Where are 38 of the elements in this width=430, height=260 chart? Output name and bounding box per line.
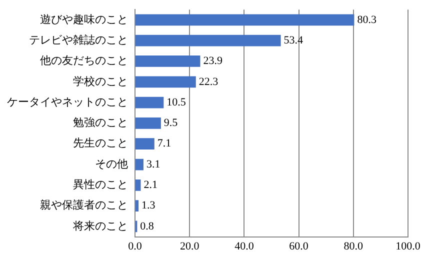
bar bbox=[136, 34, 281, 46]
bar bbox=[136, 56, 200, 67]
x-tick-label: 40.0 bbox=[234, 240, 254, 252]
y-tick-label: 異性のこと bbox=[73, 179, 128, 192]
y-tick-label: 将来のこと bbox=[72, 219, 128, 232]
y-tick-label: テレビや雑誌のこと bbox=[29, 33, 128, 46]
bar bbox=[136, 96, 164, 108]
data-label: 80.3 bbox=[357, 14, 377, 26]
bar bbox=[136, 158, 144, 170]
data-label: 10.5 bbox=[166, 96, 186, 108]
y-tick-label: ケータイやネットのこと bbox=[7, 96, 128, 108]
data-label: 22.3 bbox=[198, 76, 219, 88]
bar bbox=[136, 14, 354, 26]
data-label: 3.1 bbox=[146, 158, 160, 170]
y-tick-label: その他 bbox=[95, 158, 128, 170]
x-tick-label: 60.0 bbox=[289, 240, 309, 252]
data-label: 2.1 bbox=[144, 179, 158, 192]
x-tick-label: 20.0 bbox=[180, 240, 200, 252]
bar bbox=[136, 76, 196, 88]
bar bbox=[136, 118, 161, 129]
bar bbox=[136, 138, 154, 150]
y-tick-label: 先生のこと bbox=[73, 136, 128, 150]
data-label: 53.4 bbox=[284, 34, 304, 46]
data-label: 1.3 bbox=[142, 200, 156, 212]
x-tick-label: 100.0 bbox=[396, 240, 421, 252]
y-tick-label: 勉強のこと bbox=[73, 117, 128, 130]
y-tick-label: 学校のこと bbox=[73, 74, 128, 88]
x-tick-label: 80.0 bbox=[344, 240, 364, 252]
data-label: 23.9 bbox=[203, 55, 223, 68]
data-label: 0.8 bbox=[140, 220, 154, 232]
bar bbox=[136, 200, 139, 212]
x-tick-label: 0.0 bbox=[128, 240, 142, 252]
bar bbox=[136, 179, 141, 191]
data-label: 7.1 bbox=[157, 138, 172, 150]
data-label: 9.5 bbox=[164, 117, 178, 130]
y-tick-label: 遊びや趣味のこと bbox=[40, 12, 128, 26]
y-tick-label: 他の友だちのこと bbox=[40, 55, 128, 68]
y-tick-label: 親や保護者のこと bbox=[40, 198, 128, 212]
